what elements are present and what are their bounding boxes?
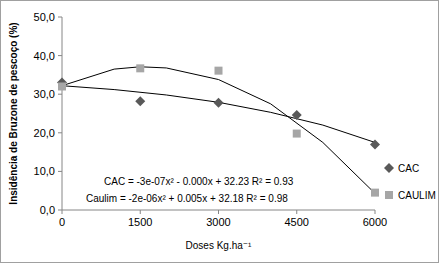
trendline: [62, 67, 375, 194]
x-tick: [218, 210, 219, 214]
y-tick: [58, 171, 62, 172]
y-tick: [58, 55, 62, 56]
x-tick-label: 0: [59, 216, 65, 228]
point: [215, 67, 223, 75]
legend-label: CAULIM: [398, 190, 436, 201]
equation: Caulim = -2e-06x² + 0.005x + 32.18 R² = …: [86, 193, 288, 204]
y-tick-label: 20,0: [34, 127, 55, 139]
point: [292, 110, 302, 120]
point: [136, 64, 144, 72]
x-axis-label: Doses Kg.ha⁻¹: [186, 240, 253, 251]
point: [135, 96, 145, 106]
chart-border: [1, 1, 439, 263]
x-tick-label: 6000: [363, 216, 387, 228]
x-tick-label: 3000: [206, 216, 230, 228]
y-tick: [58, 17, 62, 18]
y-tick-label: 50,0: [34, 11, 55, 23]
y-tick-label: 30,0: [34, 88, 55, 100]
x-tick: [62, 210, 63, 214]
point: [58, 82, 66, 90]
x-tick: [296, 210, 297, 214]
y-tick-label: 40,0: [34, 50, 55, 62]
legend-marker: [384, 163, 394, 173]
legend-marker: [385, 191, 393, 199]
y-tick-label: 0,0: [40, 204, 55, 216]
x-tick-label: 1500: [128, 216, 152, 228]
legend-label: CAC: [398, 163, 419, 174]
x-tick-label: 4500: [285, 216, 309, 228]
x-tick: [140, 210, 141, 214]
point: [214, 98, 224, 108]
point: [371, 189, 379, 197]
y-axis-label: Insidência de Bruzone de pescoço (%): [8, 22, 19, 204]
x-tick: [375, 210, 376, 214]
y-tick: [58, 132, 62, 133]
trendline: [62, 86, 375, 143]
chart: 0,0 10,0 20,0 30,0 40,0 50,0 0 1500 3000 4500 6000…: [0, 0, 439, 263]
y-axis: [62, 17, 63, 210]
y-tick: [58, 94, 62, 95]
y-tick-label: 10,0: [34, 165, 55, 177]
point: [370, 139, 380, 149]
y-tick: [58, 210, 62, 211]
point: [293, 130, 301, 138]
plot-area: [57, 64, 380, 196]
equation: CAC = -3e-07x² - 0.000x + 32.23 R² = 0.9…: [104, 176, 294, 187]
